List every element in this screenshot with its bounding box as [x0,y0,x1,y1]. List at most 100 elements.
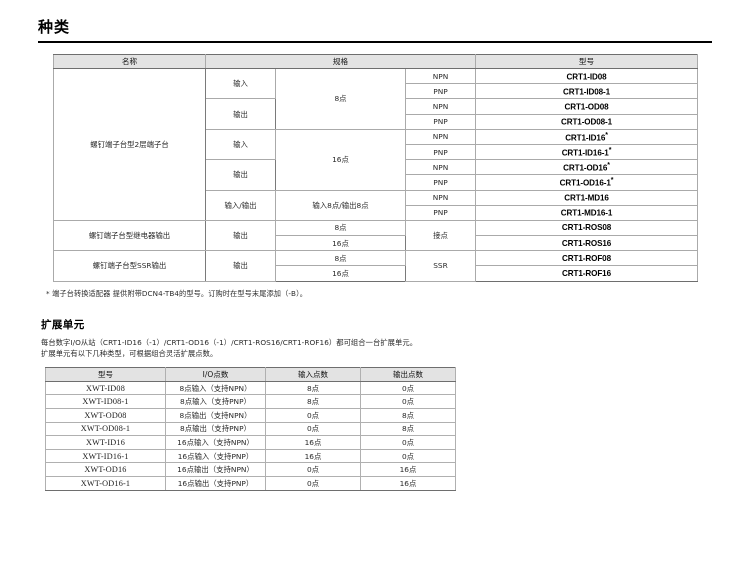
cell-model: XWT-ID16 [45,435,166,450]
cell-model: CRT1-ID16-1* [475,143,699,161]
table-row: XWT-OD08 8点输出（支持NPN） 0点 8点 [45,408,456,423]
cell-signal-type: PNP [404,143,477,161]
product-types-table: 名称 规格 型号 螺钉端子台型2层端子台 输入 8点 NPN CRT1-ID08… [53,54,699,282]
cell-signal-type: NPN [404,98,477,115]
cell-points: 16点 [275,235,406,252]
table-header-row: 名称 规格 型号 [53,54,699,69]
col-header-io-points: I/O点数 [165,367,266,382]
table-row: 输入/输出 输入8点/输出8点 NPN CRT1-MD16 [54,189,699,221]
page-title: 种类 [38,18,71,36]
cell-model: XWT-OD08 [45,408,166,423]
cell-signal-type: PNP [404,83,477,100]
expansion-table-head: 型号 I/O点数 输入点数 输出点数 [45,367,456,382]
cell-model: CRT1-OD08-1 [475,113,699,130]
cell-io-points: 8点输入（支持PNP） [165,394,266,409]
expansion-units-table: 型号 I/O点数 输入点数 输出点数 XWT-ID08 8点输入（支持NPN） … [45,367,456,491]
footnote-marker: * [608,146,612,154]
cell-model: CRT1-MD16-1 [475,204,699,221]
cell-output-points: 0点 [360,380,456,396]
section-header: 种类 [0,0,750,39]
cell-points: 8点 [275,250,406,267]
table-row: XWT-OD08-1 8点输出（支持PNP） 0点 8点 [45,421,456,437]
cell-io: 输入/输出 [205,189,276,221]
cell-signal-type: NPN [404,189,477,206]
table-row: 输出 NPN CRT1-OD08 [54,98,699,130]
table-row: 螺钉端子台型继电器输出 输出 8点 接点 CRT1-ROS08 [53,219,699,252]
cell-points: 16点 [275,265,406,282]
table-header-row: 型号 I/O点数 输入点数 输出点数 [45,367,456,382]
cell-model: CRT1-ROS16 [475,235,699,252]
cell-signal-type: SSR [404,250,477,282]
cell-model: XWT-OD16 [45,462,166,477]
cell-output-points: 8点 [360,421,456,437]
cell-model: XWT-OD16-1 [45,475,166,491]
cell-model: CRT1-ID08-1 [475,83,699,100]
cell-model: XWT-OD08-1 [45,421,166,437]
cell-io: 输出 [205,98,276,130]
cell-io-points: 16点输入（支持NPN） [165,435,266,450]
table-row: 输出 NPN CRT1-OD16* [54,159,699,191]
cell-input-points: 0点 [265,408,361,423]
col-header-model: 型号 [475,54,699,69]
cell-signal-type: 接点 [404,219,477,252]
cell-signal-type: PNP [404,113,477,130]
cell-model: XWT-ID08-1 [45,394,166,409]
cell-output-points: 16点 [360,462,456,477]
cell-io-points: 8点输入（支持NPN） [165,380,266,396]
cell-io-points: 8点输出（支持PNP） [165,421,266,437]
footnote-marker: * [610,177,614,185]
cell-io: 输出 [205,219,276,252]
cell-model: CRT1-ID16* [475,128,699,145]
table-body: 螺钉端子台型2层端子台 输入 8点 NPN CRT1-ID08 PNP CRT1… [53,67,699,282]
table-row: XWT-OD16-1 16点输出（支持PNP） 0点 16点 [45,475,456,491]
cell-signal-type: NPN [404,67,477,85]
cell-output-points: 0点 [360,394,456,409]
col-header-spec: 规格 [204,54,477,69]
cell-input-points: 0点 [265,462,361,477]
cell-points: 输入8点/输出8点 [275,189,406,221]
title-rule [38,41,712,43]
expansion-section-title: 扩展单元 [41,318,85,331]
table-row: 螺钉端子台型2层端子台 输入 8点 NPN CRT1-ID08 [53,67,699,221]
cell-io-points: 16点输入（支持PNP） [165,448,266,464]
cell-input-points: 8点 [265,380,361,396]
cell-io: 输入 [205,67,276,100]
table-row: XWT-ID08-1 8点输入（支持PNP） 8点 0点 [45,394,456,409]
cell-model: CRT1-OD16-1* [475,174,699,191]
table-row: 螺钉端子台型SSR输出 输出 8点 SSR CRT1-ROF08 [53,250,699,282]
cell-points: 8点 [275,68,406,130]
cell-model: XWT-ID16-1 [45,448,166,464]
cell-output-points: 0点 [360,448,456,464]
cell-model: CRT1-ROF08 [475,250,699,267]
cell-io-points: 16点输出（支持NPN） [165,462,266,477]
cell-output-points: 8点 [360,408,456,423]
cell-points: 16点 [275,128,406,191]
cell-model: CRT1-ROF16 [475,265,699,282]
cell-io: 输入 [205,128,276,161]
col-header-name: 名称 [53,54,206,69]
cell-input-points: 0点 [265,475,361,491]
cell-model: CRT1-OD16* [475,159,699,176]
cell-model: CRT1-ID08 [475,67,699,85]
cell-io-points: 16点输出（支持PNP） [165,475,266,491]
cell-group-name: 螺钉端子台型继电器输出 [53,219,206,252]
cell-points: 8点 [275,219,406,237]
expansion-description-line1: 每台数字I/O从站（CRT1-ID16（-1）/CRT1-OD16（-1）/CR… [41,337,418,347]
cell-io-points: 8点输出（支持NPN） [165,408,266,423]
table-head: 名称 规格 型号 [53,54,699,69]
cell-signal-type: NPN [404,159,477,176]
cell-model: CRT1-OD08 [475,98,699,115]
expansion-description: 每台数字I/O从站（CRT1-ID16（-1）/CRT1-OD16（-1）/CR… [41,337,750,360]
table-row: XWT-ID16 16点输入（支持NPN） 16点 0点 [45,435,456,450]
cell-model: CRT1-ROS08 [475,219,699,237]
table-footnote: * 端子台转换适配器 提供附带DCN4-TB4的型号。订购时在型号末尾添加（-B… [46,288,308,298]
expansion-table-body: XWT-ID08 8点输入（支持NPN） 8点 0点 XWT-ID08-1 8点… [45,380,456,491]
cell-signal-type: NPN [404,128,477,145]
footnote-marker: * [605,131,608,139]
cell-signal-type: PNP [404,174,477,191]
cell-io: 输出 [205,159,276,191]
cell-signal-type: PNP [404,204,477,221]
cell-group-name: 螺钉端子台型2层端子台 [53,68,206,221]
cell-input-points: 8点 [265,394,361,409]
